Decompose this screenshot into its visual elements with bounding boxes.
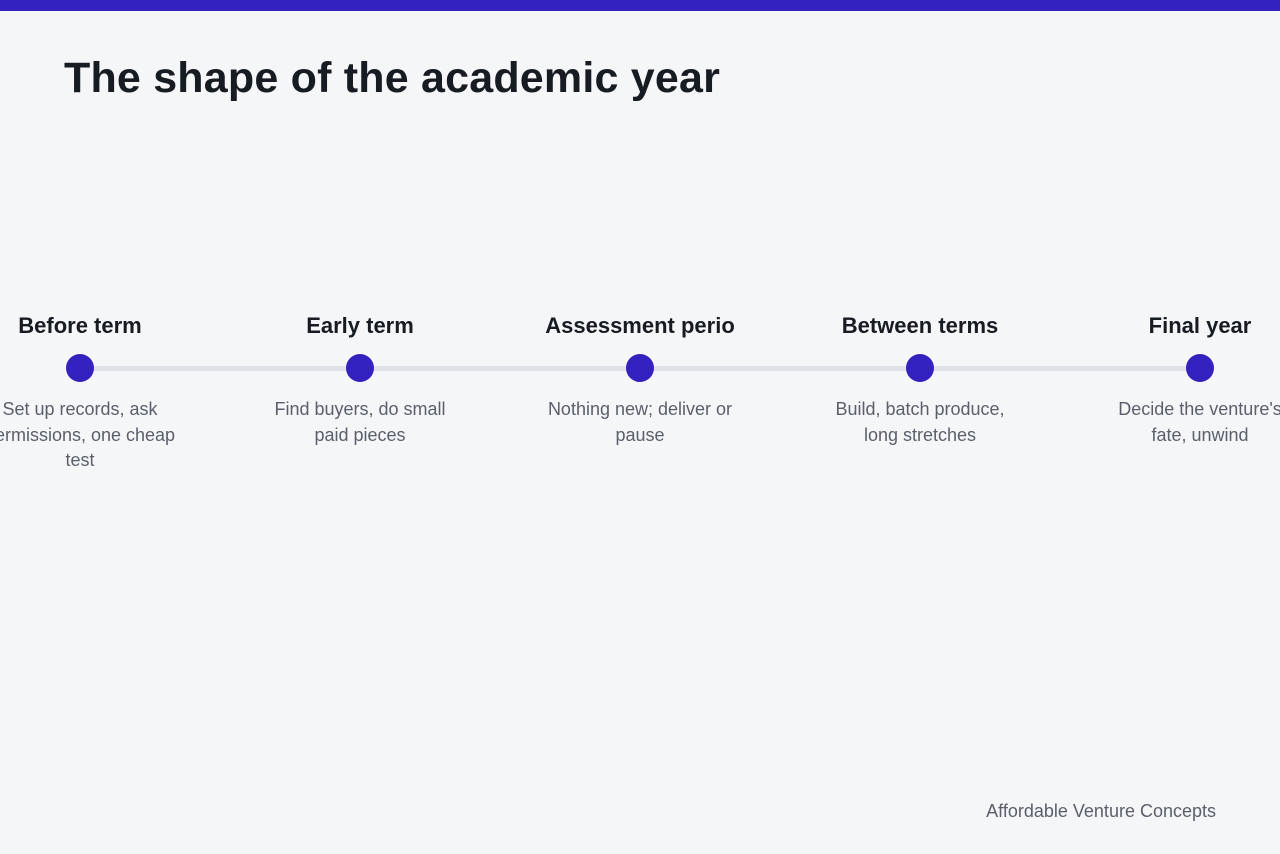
timeline-stage-early-term: Early term Find buyers, do small paid pi…: [220, 0, 500, 854]
stage-label: Early term: [306, 313, 414, 338]
timeline-stage-between-terms: Between terms Build, batch produce, long…: [780, 0, 1060, 854]
stage-description: Build, batch produce, long stretches: [835, 399, 1005, 445]
stage-description: Set up records, ask permissions, one che…: [0, 399, 176, 470]
top-accent-bar: [0, 0, 1280, 11]
stage-marker: [906, 354, 934, 382]
stage-label: Before term: [18, 313, 142, 338]
stage-description: Find buyers, do small paid pieces: [274, 399, 446, 445]
stage-description: Decide the venture's fate, unwind: [1118, 399, 1280, 445]
stage-marker: [626, 354, 654, 382]
page-title: The shape of the academic year: [64, 54, 721, 102]
timeline-stage-before-term: Before term Set up records, ask permissi…: [0, 0, 220, 854]
stage-label: Between terms: [841, 313, 999, 338]
stage-marker: [1186, 354, 1214, 382]
stage-label: Final year: [1148, 313, 1252, 338]
timeline-stage-assessment-period: Assessment perio Nothing new; deliver or…: [500, 0, 780, 854]
stage-label: Assessment perio: [545, 313, 735, 338]
footer-brand: Affordable Venture Concepts: [986, 801, 1216, 821]
stage-marker: [66, 354, 94, 382]
timeline-stage-final-year: Final year Decide the venture's fate, un…: [1060, 0, 1280, 854]
stage-description: Nothing new; deliver or pause: [547, 399, 733, 445]
stage-marker: [346, 354, 374, 382]
